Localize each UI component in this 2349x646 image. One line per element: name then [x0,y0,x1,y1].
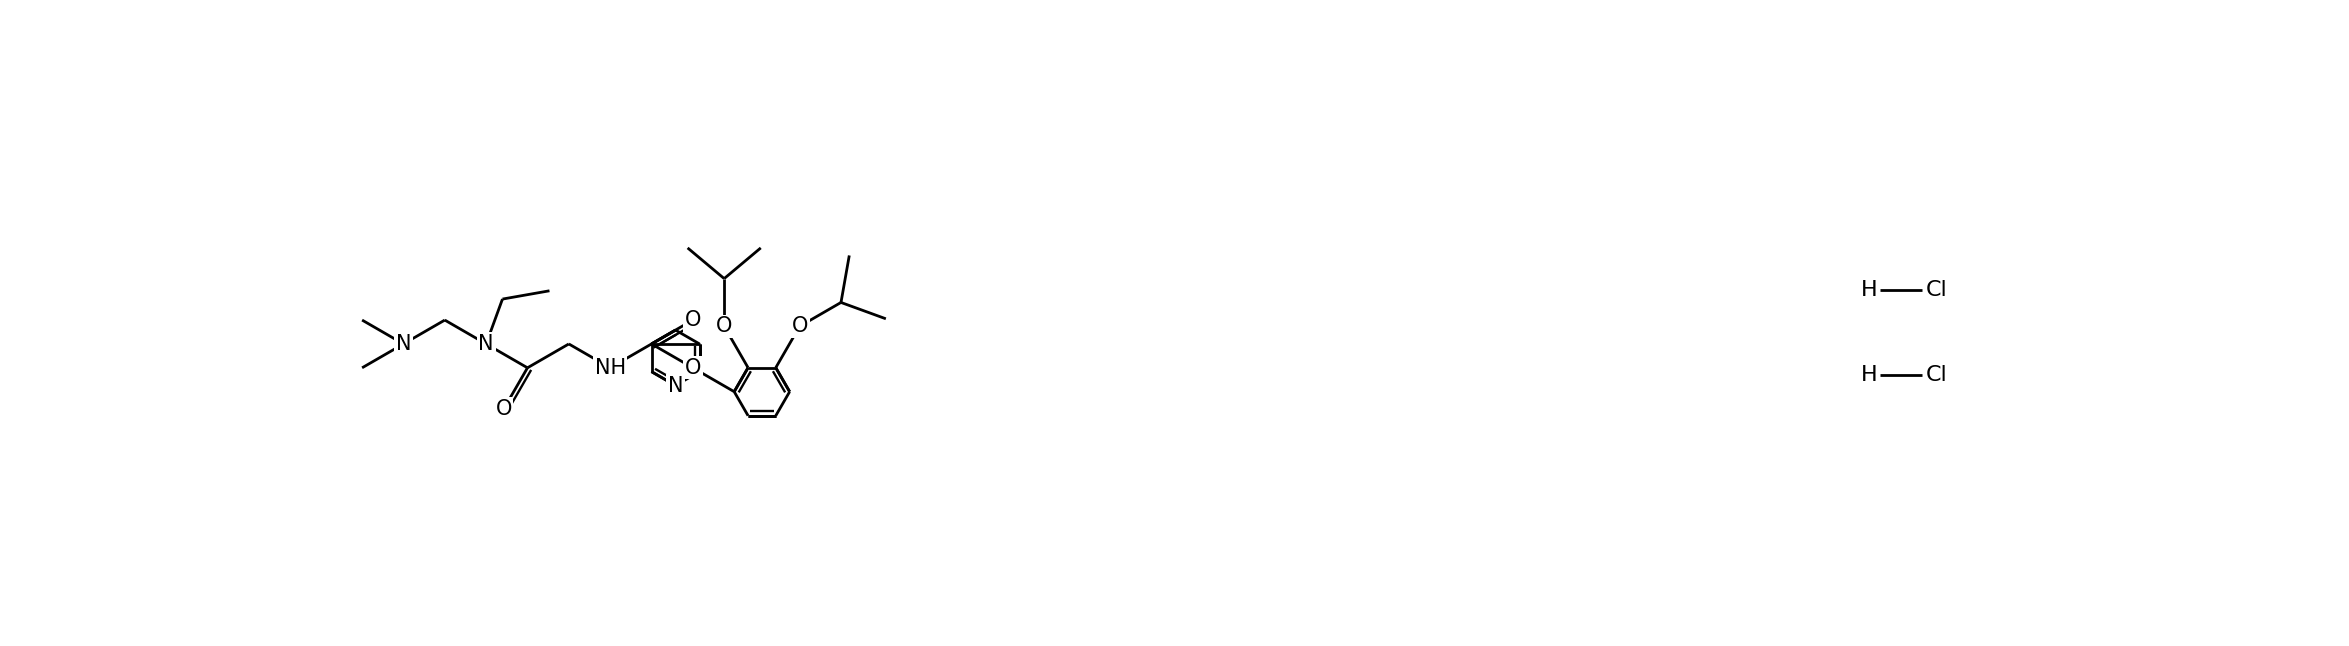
Text: O: O [684,310,700,330]
Text: O: O [792,317,808,337]
Text: Cl: Cl [1926,365,1947,385]
Text: H: H [1860,280,1877,300]
Text: O: O [496,399,512,419]
Text: N: N [667,375,684,395]
Text: N: N [395,334,411,354]
Text: O: O [684,358,700,378]
Text: NH: NH [594,358,625,378]
Text: O: O [716,317,733,337]
Text: N: N [479,334,493,354]
Text: Cl: Cl [1926,280,1947,300]
Text: H: H [1860,365,1877,385]
